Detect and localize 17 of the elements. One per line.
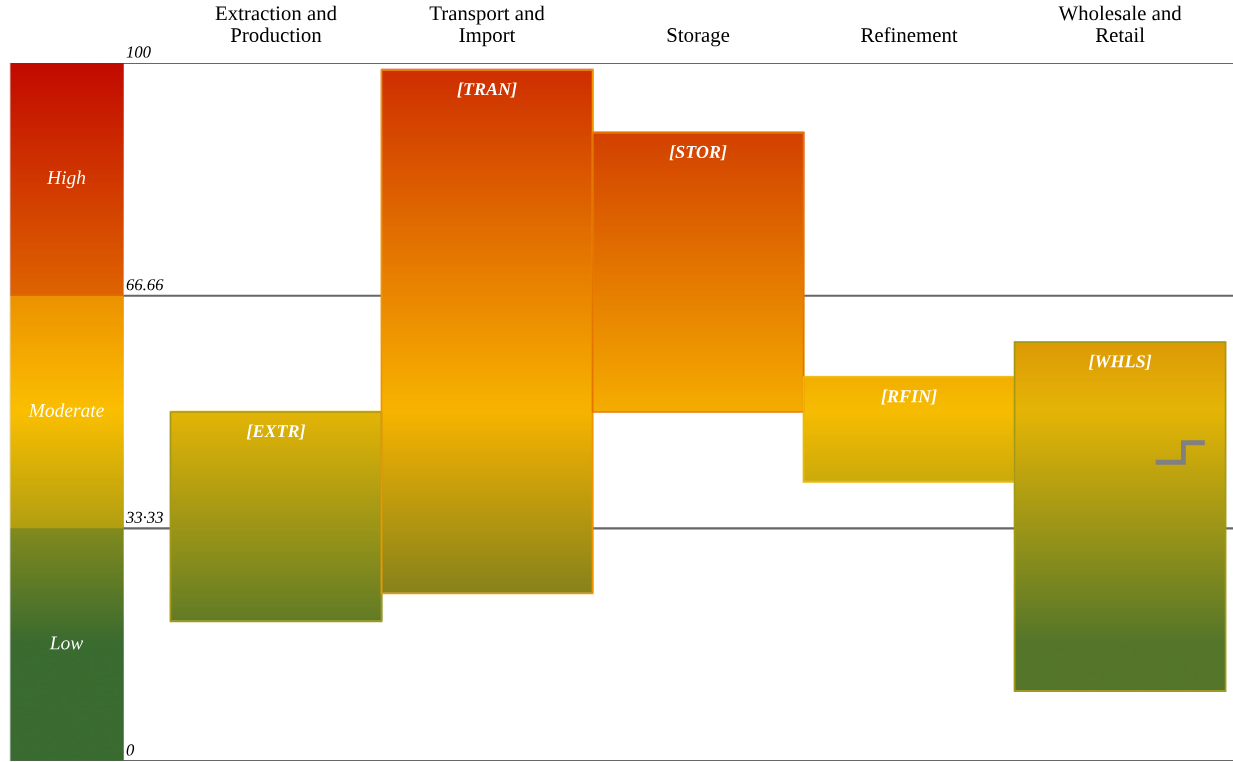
band-label: High [46, 170, 86, 189]
x-tick-label: Extraction and Production [215, 5, 337, 43]
x-tick-label: Refinement [861, 27, 958, 43]
x-tick-label: Wholesale and Retail [1058, 5, 1182, 43]
annotation: [RFIN] [881, 389, 937, 405]
y-tick-label: 0 [126, 744, 135, 756]
x-tick-label: Transport and Import [429, 5, 545, 47]
band-label: Low [49, 636, 84, 650]
annotation: [EXTR] [246, 424, 306, 440]
annotation: [STOR] [669, 145, 727, 161]
y-tick-label: 66.66 [126, 279, 164, 291]
x-tick-label: Storage [667, 28, 730, 47]
y-tick-label: 100 [126, 46, 151, 58]
annotation: [WHLS] [1088, 354, 1152, 370]
y-tick-label: 33·33 [125, 511, 163, 523]
annotation: [TRAN] [457, 82, 517, 98]
band-label: Moderate [28, 403, 104, 417]
